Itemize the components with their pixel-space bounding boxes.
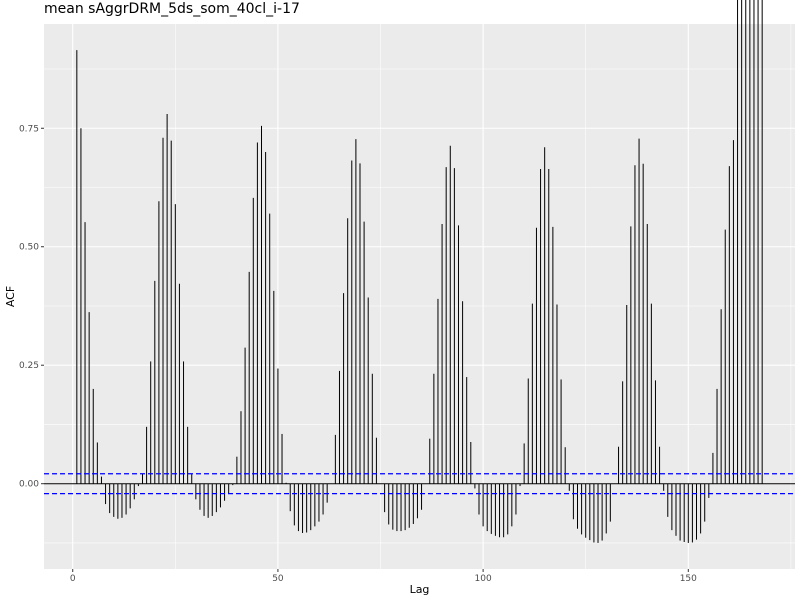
- chart-title: mean sAggrDRM_5ds_som_40cl_i-17: [44, 1, 300, 17]
- plot-panel: [44, 24, 795, 569]
- x-tick-label: 50: [272, 574, 284, 584]
- y-axis-title: ACF: [4, 286, 17, 307]
- y-tick-label: 0.25: [19, 361, 39, 371]
- x-axis-ticks: 0 50 100 150: [70, 569, 697, 584]
- y-tick-label: 0.75: [19, 124, 39, 134]
- y-tick-label: 0.50: [19, 243, 39, 253]
- x-axis-title: Lag: [410, 583, 430, 596]
- y-tick-label: 0.00: [19, 480, 39, 490]
- x-tick-label: 100: [475, 574, 492, 584]
- x-tick-label: 0: [70, 574, 76, 584]
- y-axis-ticks: 0.00 0.25 0.50 0.75: [19, 124, 44, 490]
- acf-bars: [76, 0, 763, 543]
- x-tick-label: 150: [680, 574, 697, 584]
